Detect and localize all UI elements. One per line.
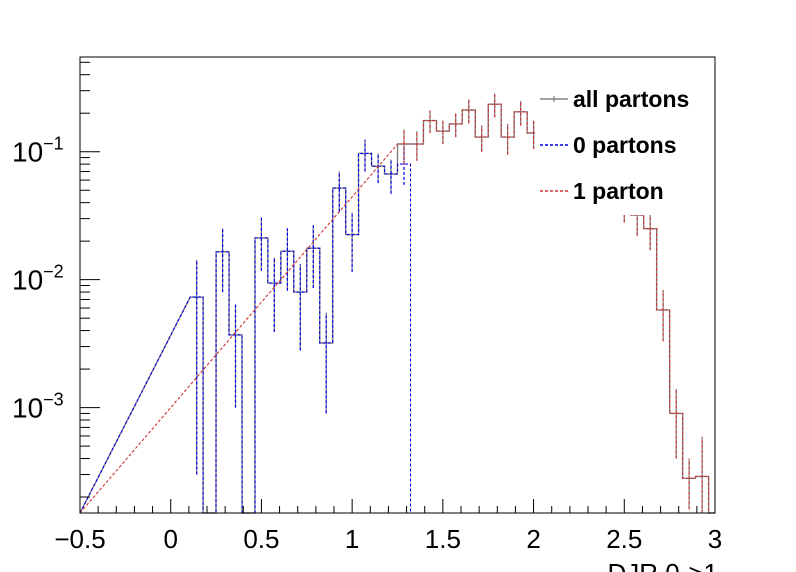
x-axis-label: DJR 0->1 xyxy=(607,558,718,572)
plot-marks xyxy=(79,93,715,514)
legend-label-1-parton: 1 parton xyxy=(573,178,664,204)
x-tick-label: 0 xyxy=(163,524,177,554)
x-tick-label: 0.5 xyxy=(243,524,279,554)
legend-label-all-partons: all partons xyxy=(573,86,689,112)
x-tick-label: 1 xyxy=(345,524,359,554)
x-tick-label: 1.5 xyxy=(425,524,461,554)
y-tick-label: 10−2 xyxy=(12,262,64,296)
y-tick-label: 10−1 xyxy=(12,134,64,168)
x-axis: −0.5 0 0.5 1 1.5 2 2.5 3 xyxy=(54,499,722,554)
series-line-0-partons xyxy=(79,152,715,514)
x-tick-label: 2 xyxy=(526,524,540,554)
series-0-partons xyxy=(79,139,715,514)
y-tick-label: 10−3 xyxy=(12,390,64,424)
legend: all partons 0 partons 1 parton xyxy=(535,75,713,215)
x-tick-label: 2.5 xyxy=(606,524,642,554)
x-tick-label: −0.5 xyxy=(54,524,105,554)
plot-frame xyxy=(79,56,716,514)
legend-label-0-partons: 0 partons xyxy=(573,132,677,158)
x-tick-label: 3 xyxy=(708,524,722,554)
y-axis: 10−1 10−2 10−3 xyxy=(12,61,100,498)
